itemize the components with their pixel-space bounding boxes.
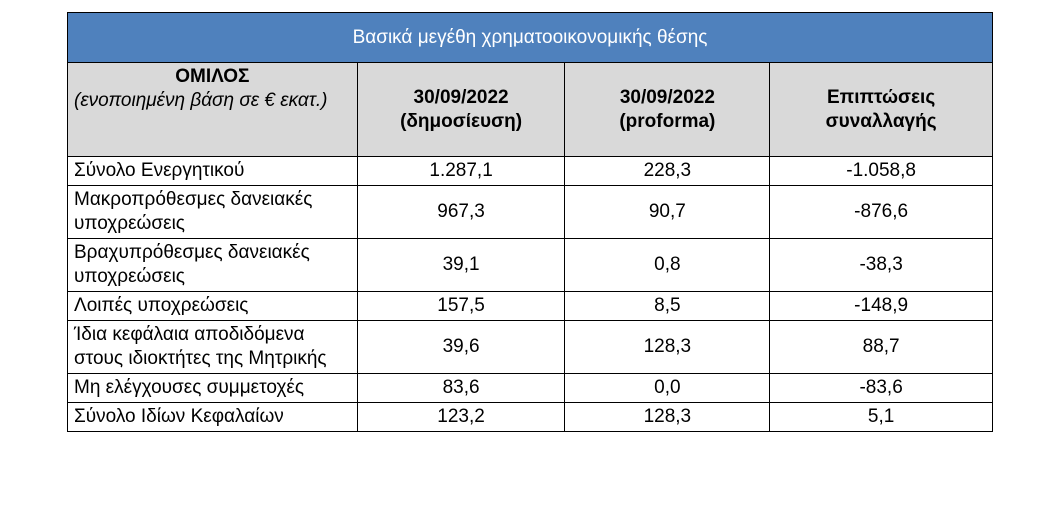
row-label: Σύνολο Ιδίων Κεφαλαίων [67,402,358,432]
column-subtitle: (ενοποιημένη βάση σε € εκατ.) [74,90,328,111]
cell-value: 5,1 [769,402,993,432]
cell-value: 128,3 [564,320,771,374]
cell-value: 83,6 [356,373,566,403]
cell-value: -83,6 [769,373,993,403]
row-label: Βραχυπρόθεσμες δανειακές υποχρεώσεις [67,238,358,292]
cell-value: 128,3 [564,402,771,432]
table-row: Σύνολο Ενεργητικού 1.287,1 228,3 -1.058,8 [67,156,993,186]
cell-value: 0,0 [564,373,771,403]
cell-value: 967,3 [356,185,566,239]
cell-value: 8,5 [564,291,771,321]
cell-value: 123,2 [356,402,566,432]
cell-value: -38,3 [769,238,993,292]
row-label: Σύνολο Ενεργητικού [67,156,358,186]
cell-value: 1.287,1 [356,156,566,186]
cell-value: -148,9 [769,291,993,321]
column-title: 30/09/2022 [619,86,715,108]
cell-value: 39,1 [356,238,566,292]
column-subtitle: συναλλαγής [825,110,937,132]
table-title: Βασικά μεγέθη χρηματοοικονομικής θέσης [67,12,993,63]
cell-value: 228,3 [564,156,771,186]
table-wrap: Βασικά μεγέθη χρηματοοικονομικής θέσης Ο… [67,12,993,432]
cell-value: -1.058,8 [769,156,993,186]
table-row: Σύνολο Ιδίων Κεφαλαίων 123,2 128,3 5,1 [67,402,993,432]
cell-value: -876,6 [769,185,993,239]
row-label: Λοιπές υποχρεώσεις [67,291,358,321]
table-row: Μακροπρόθεσμες δανειακές υποχρεώσεις 967,… [67,185,993,239]
cell-value: 39,6 [356,320,566,374]
cell-value: 157,5 [356,291,566,321]
column-header: 30/09/2022 (δημοσίευση) [356,62,566,157]
table-row: Βραχυπρόθεσμες δανειακές υποχρεώσεις 39,1… [67,238,993,292]
cell-value: 0,8 [564,238,771,292]
table-row: Μη ελέγχουσες συμμετοχές 83,6 0,0 -83,6 [67,373,993,403]
cell-value: 88,7 [769,320,993,374]
row-label: Ίδια κεφάλαια αποδιδόμενα στους ιδιοκτήτ… [67,320,358,374]
column-subtitle: (δημοσίευση) [400,110,523,132]
column-title: ΟΜΙΛΟΣ [175,66,250,87]
column-subtitle: (proforma) [619,110,716,132]
table-row: Λοιπές υποχρεώσεις 157,5 8,5 -148,9 [67,291,993,321]
column-header: ΟΜΙΛΟΣ (ενοποιημένη βάση σε € εκατ.) [67,62,358,157]
column-title: Επιπτώσεις [827,86,936,108]
cell-value: 90,7 [564,185,771,239]
column-header: 30/09/2022 (proforma) [564,62,771,157]
row-label: Μη ελέγχουσες συμμετοχές [67,373,358,403]
table-row: Ίδια κεφάλαια αποδιδόμενα στους ιδιοκτήτ… [67,320,993,374]
row-label: Μακροπρόθεσμες δανειακές υποχρεώσεις [67,185,358,239]
column-title: 30/09/2022 [413,86,509,108]
header-row: ΟΜΙΛΟΣ (ενοποιημένη βάση σε € εκατ.) 30/09… [67,62,993,157]
column-header: Επιπτώσεις συναλλαγής [769,62,993,157]
financial-table: Βασικά μεγέθη χρηματοοικονομικής θέσης Ο… [67,12,993,432]
